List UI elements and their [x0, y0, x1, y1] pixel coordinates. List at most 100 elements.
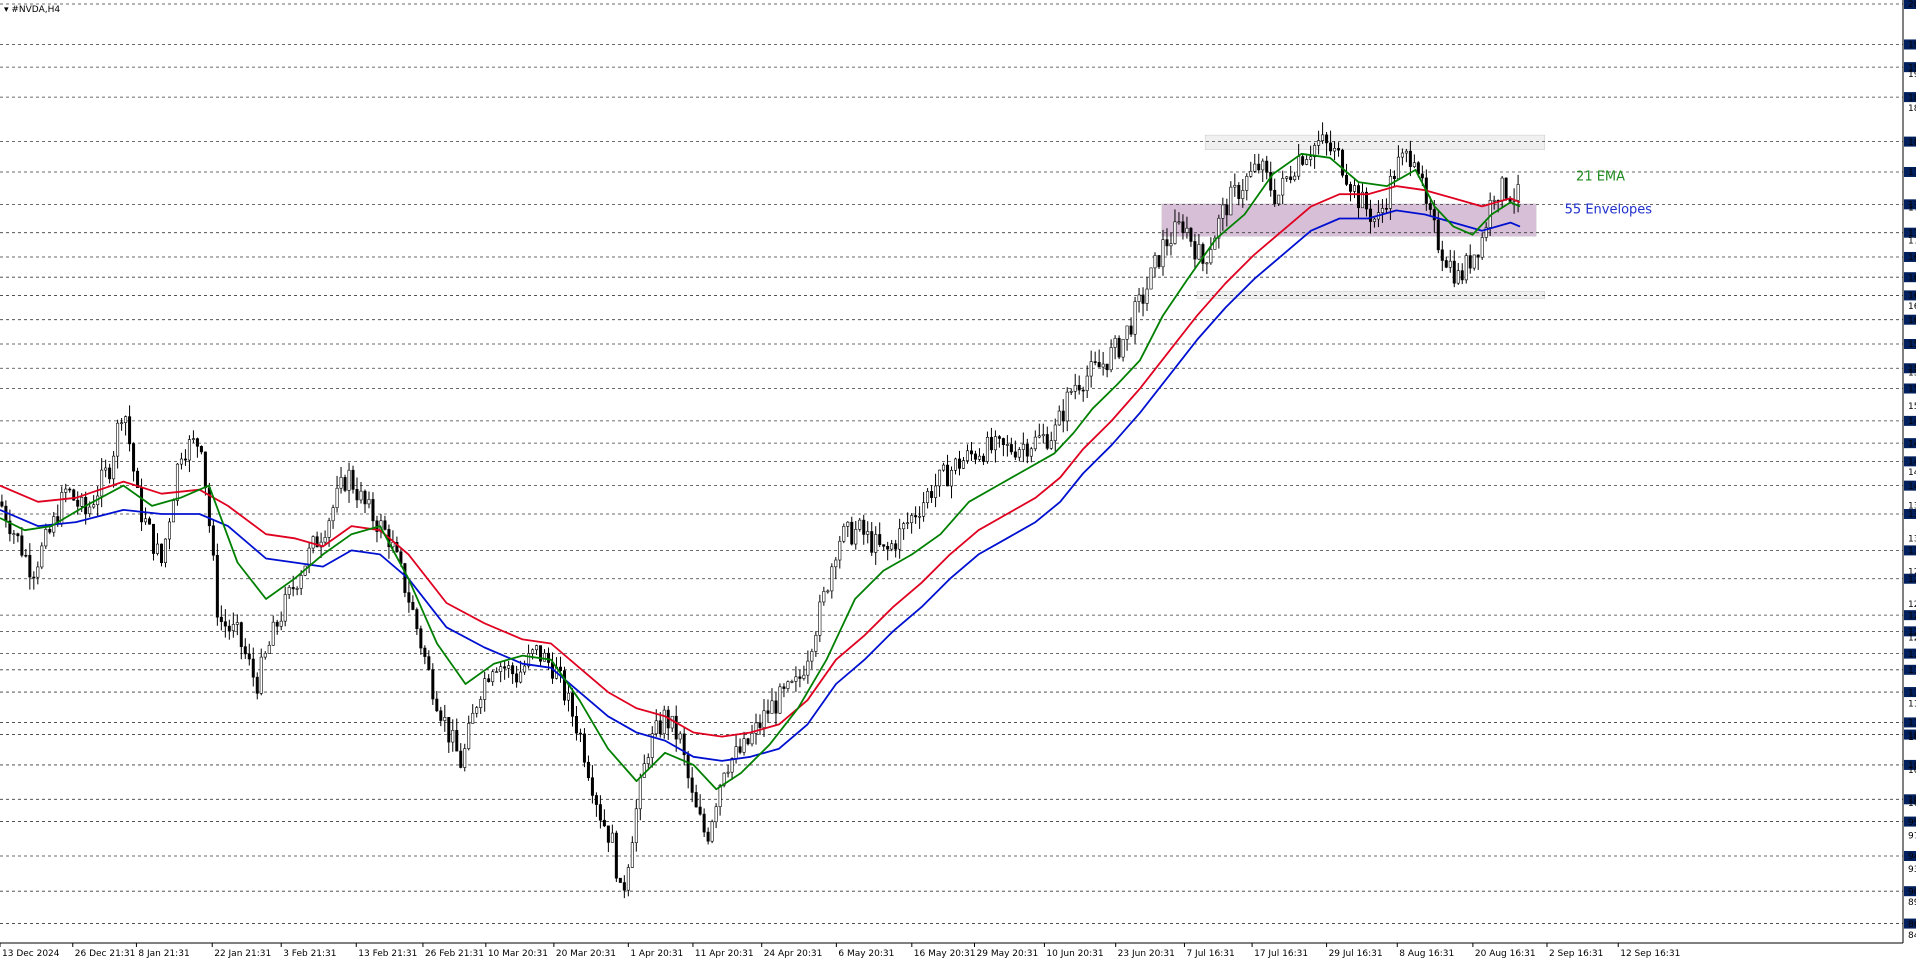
candle-body: [1029, 448, 1033, 457]
candle-body: [239, 622, 243, 647]
candle-body: [507, 665, 511, 669]
time-label: 24 Apr 20:31: [764, 949, 823, 959]
candle-body: [1193, 241, 1197, 260]
price-label-bg: [1904, 338, 1916, 349]
candle-body: [179, 458, 183, 465]
candle-body: [1121, 338, 1125, 358]
price-label-bg: [1904, 314, 1916, 325]
candle-body: [1408, 150, 1412, 167]
candle-body: [104, 467, 108, 471]
price-label-bg: [1904, 626, 1916, 637]
price-label-bg: [1904, 39, 1916, 50]
candle-body: [503, 666, 507, 669]
price-label: 94.75: [1908, 852, 1916, 862]
candle-body: [562, 670, 566, 701]
candle-body: [1269, 172, 1273, 191]
candle-body: [1225, 204, 1229, 216]
price-label: 115.00: [1908, 688, 1916, 698]
price-label-bg: [1904, 687, 1916, 698]
price-label: 168.75: [1908, 253, 1916, 263]
candle-body: [977, 455, 981, 460]
candle-body: [451, 730, 455, 743]
candle-body: [1017, 449, 1021, 458]
price-label: 152.50: [1908, 385, 1916, 395]
price-label: 140.50: [1908, 482, 1916, 492]
candle-body: [926, 491, 930, 504]
candle-body: [1161, 239, 1165, 268]
price-label: 175.25: [1908, 201, 1916, 211]
price-label: 145.75: [1908, 439, 1916, 449]
candle-body: [969, 450, 973, 455]
candle-body: [227, 625, 231, 631]
ema-21-line: [0, 152, 1521, 791]
price-label: 122.50: [1908, 628, 1916, 638]
price-label: 101.29: [1908, 799, 1916, 809]
price-label-bg: [1904, 545, 1916, 556]
candle-body: [1492, 199, 1496, 202]
candle-body: [854, 528, 858, 545]
candle-body: [1073, 384, 1077, 392]
candle-body: [650, 733, 654, 758]
price-label: 164.00: [1908, 292, 1916, 302]
price-label: 171.75: [1908, 229, 1916, 239]
candle-body: [842, 525, 846, 542]
candle-body: [730, 758, 734, 773]
time-label: 10 Jun 20:31: [1046, 949, 1103, 959]
candle-body: [1025, 443, 1029, 457]
candle-body: [886, 545, 890, 550]
candle-body: [535, 645, 539, 651]
candle-body: [670, 715, 674, 729]
candle-body: [954, 458, 958, 471]
candle-body: [1149, 267, 1153, 290]
price-label: 148.50: [1908, 417, 1916, 427]
candle-body: [626, 867, 630, 891]
candle-body: [1349, 184, 1353, 192]
price-label-bg: [1904, 850, 1916, 861]
candle-body: [662, 709, 666, 735]
candle-body: [638, 777, 642, 810]
price-label: 109.49: [1908, 733, 1916, 743]
candle-body: [586, 761, 590, 779]
candle-body: [786, 681, 790, 689]
candle-body: [1205, 262, 1209, 265]
candle-body: [686, 754, 690, 779]
candle-body: [1325, 134, 1329, 144]
candle-body: [734, 746, 738, 759]
price-label-bg: [1904, 759, 1916, 770]
price-label: 117.75: [1908, 666, 1916, 676]
price-label: 129.89: [1908, 568, 1916, 578]
candle-body: [630, 842, 634, 868]
time-label: 20 Aug 16:31: [1475, 949, 1536, 959]
candle-body: [698, 806, 702, 815]
candle-body: [918, 515, 922, 518]
price-label-bg: [1904, 92, 1916, 103]
symbol-label: ▾ #NVDA,H4: [4, 5, 60, 15]
candle-body: [1392, 175, 1396, 179]
candle-body: [1432, 209, 1436, 221]
candle-body: [519, 671, 523, 683]
candle-body: [1261, 160, 1265, 171]
envelope-lower-line: [0, 209, 1521, 762]
candle-body: [219, 616, 223, 622]
candle-body: [1233, 184, 1237, 188]
candle-body: [515, 673, 519, 683]
price-label: 170.79: [1908, 237, 1916, 247]
price-label: 84.99: [1908, 931, 1916, 941]
candle-body: [140, 487, 144, 523]
candle-body: [124, 416, 128, 423]
candle-body: [187, 439, 191, 461]
time-label: 17 Jul 16:31: [1254, 949, 1308, 959]
price-label: 174.88: [1908, 204, 1916, 214]
candle-body: [1321, 134, 1325, 141]
candle-body: [423, 647, 427, 657]
price-label: 187.19: [1908, 104, 1916, 114]
candle-body: [1061, 410, 1065, 422]
candle-body: [602, 819, 606, 827]
price-label: 106.00: [1908, 761, 1916, 771]
candle-body: [1480, 237, 1484, 258]
candle-body: [439, 710, 443, 721]
candle-body: [710, 821, 714, 842]
candle-body: [411, 601, 415, 610]
